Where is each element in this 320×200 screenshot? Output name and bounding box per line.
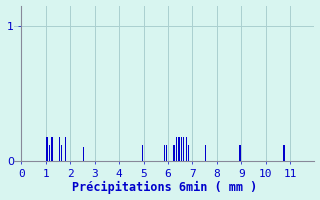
Bar <box>283 145 284 161</box>
Bar <box>176 137 177 161</box>
Bar <box>61 145 62 161</box>
Bar <box>186 137 187 161</box>
Bar <box>178 137 180 161</box>
Bar <box>59 137 60 161</box>
Bar <box>65 137 66 161</box>
Bar <box>46 137 48 161</box>
Bar <box>173 145 175 161</box>
Bar <box>188 145 189 161</box>
Bar <box>49 145 50 161</box>
Bar <box>205 145 206 161</box>
X-axis label: Précipitations 6min ( mm ): Précipitations 6min ( mm ) <box>72 181 257 194</box>
Bar <box>183 137 185 161</box>
Bar <box>51 137 53 161</box>
Bar <box>181 137 182 161</box>
Bar <box>239 145 241 161</box>
Bar <box>164 145 165 161</box>
Bar <box>142 145 143 161</box>
Bar <box>83 147 84 161</box>
Bar <box>166 145 167 161</box>
